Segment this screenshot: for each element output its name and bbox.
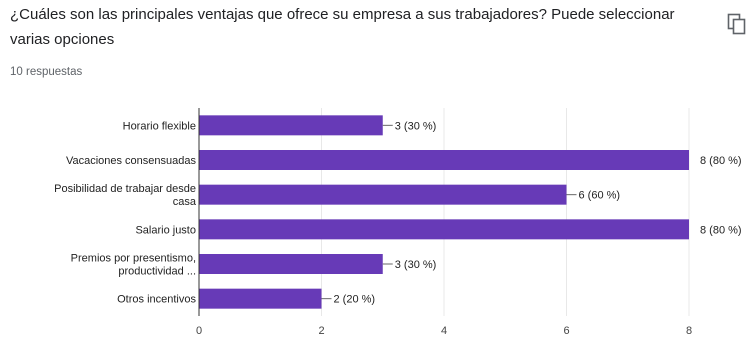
bar [199,288,322,309]
x-tick-label: 2 [318,325,324,337]
data-label: 6 (60 %) [579,190,621,202]
bar [199,219,689,240]
question-title: ¿Cuáles son las principales ventajas que… [10,6,675,48]
category-label: Horario flexible [123,120,196,132]
category-label: Posibilidad de trabajar desde casa [54,183,197,208]
data-label: 3 (30 %) [395,120,437,132]
data-label: 2 (20 %) [334,294,376,306]
x-tick-label: 6 [563,325,569,337]
data-label: 8 (80 %) [700,224,742,236]
data-label: 3 (30 %) [395,259,437,271]
category-label: Premios por presentismo, productividad ..… [71,253,196,278]
x-tick-label: 8 [686,325,692,337]
bar [199,150,689,170]
copy-icon[interactable] [727,13,747,35]
x-tick-label: 0 [196,325,202,337]
bar [199,184,567,205]
response-count: 10 respuestas [10,66,83,78]
bar [199,254,383,274]
bar [199,115,383,136]
category-label: Vacaciones consensuadas [66,155,197,167]
data-label: 8 (80 %) [700,155,742,167]
category-label: Otros incentivos [117,294,196,306]
category-label: Salario justo [135,224,196,236]
x-tick-label: 4 [441,325,447,337]
